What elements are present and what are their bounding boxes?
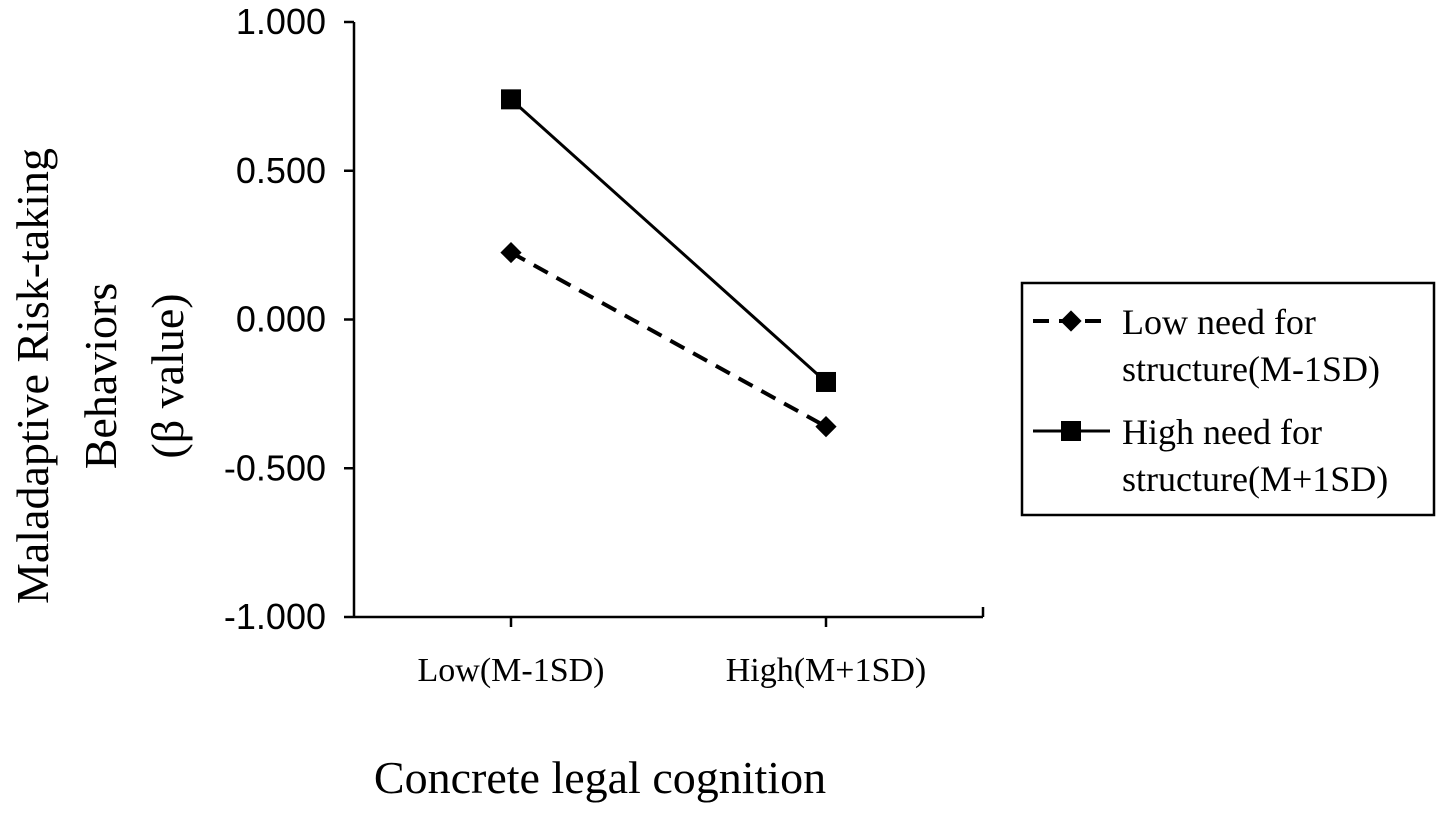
- plot-area: 1.000 0.500 0.000 -0.500 -1.000 Low(M-1SD) Hig…: [224, 1, 985, 689]
- y-tick-label: -1.000: [224, 596, 326, 637]
- data-point-square: [501, 89, 521, 110]
- legend-label-low-line-2: structure(M-1SD): [1122, 349, 1380, 389]
- y-axis-title-line-1: Maladaptive Risk-taking: [7, 148, 58, 604]
- y-axis-title-line-2: Behaviors: [75, 283, 126, 470]
- y-tick-label: 0.500: [236, 150, 326, 191]
- x-axis-title: Concrete legal cognition: [374, 752, 826, 803]
- data-point-diamond: [815, 415, 837, 438]
- legend: Low need for structure(M-1SD) High need …: [1020, 281, 1436, 517]
- legend-label-high-line-2: structure(M+1SD): [1122, 459, 1388, 499]
- x-tick-label: High(M+1SD): [726, 652, 927, 689]
- series-line-low-structure: [510, 250, 827, 429]
- y-tick-label: 1.000: [236, 1, 326, 42]
- y-axis-title-line-3: (β value): [142, 293, 193, 458]
- data-point-diamond: [500, 241, 522, 264]
- legend-label-high-line-1: High need for: [1122, 412, 1322, 452]
- legend-square-marker: [1061, 421, 1081, 441]
- y-tick-label: -0.500: [224, 447, 326, 488]
- legend-box: [1020, 281, 1436, 517]
- x-tick-label: Low(M-1SD): [418, 652, 605, 689]
- y-tick-label: 0.000: [236, 299, 326, 340]
- data-point-square: [816, 371, 836, 392]
- legend-label-low-line-1: Low need for: [1122, 302, 1316, 342]
- y-axis-title: Maladaptive Risk-taking Behaviors (β val…: [7, 148, 193, 604]
- series-line-high-structure: [509, 98, 828, 384]
